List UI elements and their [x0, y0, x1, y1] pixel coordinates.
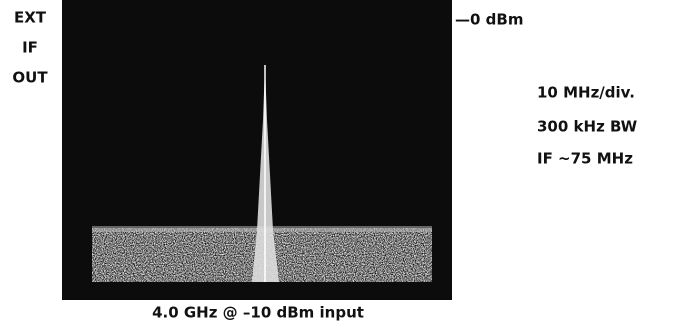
setting-label: 10 MHz/div. — [537, 84, 635, 102]
left-label: OUT — [12, 69, 48, 87]
left-label: EXT — [14, 9, 47, 27]
setting-label: IF ~75 MHz — [537, 150, 633, 168]
setting-label: 300 kHz BW — [537, 118, 638, 136]
reference-label: —0 dBm — [455, 11, 523, 29]
left-label: IF — [22, 39, 38, 57]
caption: 4.0 GHz @ –10 dBm input — [152, 304, 364, 322]
